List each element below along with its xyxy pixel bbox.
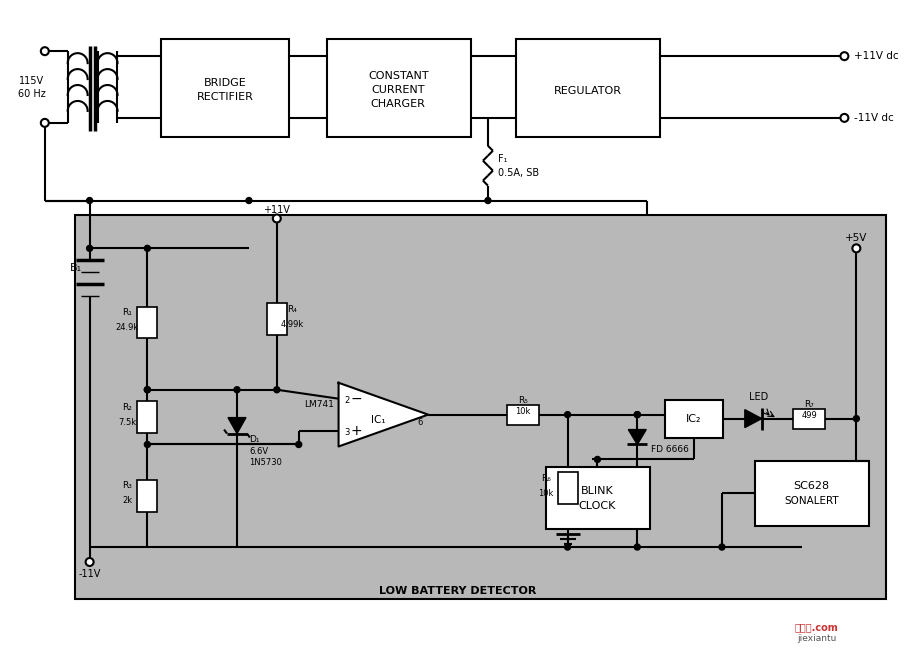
Circle shape: [595, 456, 600, 462]
Text: F₁: F₁: [498, 154, 508, 164]
Bar: [546, 467, 650, 529]
Circle shape: [841, 114, 848, 122]
Bar: [137, 480, 157, 512]
Text: 499: 499: [801, 411, 817, 420]
Circle shape: [853, 244, 861, 252]
Bar: [793, 409, 825, 428]
Circle shape: [41, 47, 49, 55]
Text: 7.5k: 7.5k: [118, 417, 136, 426]
Text: RECTIFIER: RECTIFIER: [197, 92, 253, 102]
Text: −: −: [350, 392, 362, 406]
Text: IC₂: IC₂: [686, 413, 702, 424]
Circle shape: [485, 198, 491, 203]
Text: 4.99k: 4.99k: [281, 319, 303, 329]
Text: 6: 6: [418, 418, 423, 427]
Circle shape: [144, 387, 151, 393]
Bar: [507, 405, 538, 424]
Circle shape: [41, 119, 49, 127]
Text: CLOCK: CLOCK: [578, 501, 617, 511]
Polygon shape: [228, 418, 246, 434]
Text: LM741: LM741: [303, 400, 333, 409]
Circle shape: [86, 198, 93, 203]
Text: 2k: 2k: [123, 496, 133, 505]
Circle shape: [144, 441, 151, 447]
Bar: [137, 306, 157, 338]
Bar: [516, 39, 660, 137]
Polygon shape: [745, 409, 762, 428]
Text: LOW BATTERY DETECTOR: LOW BATTERY DETECTOR: [380, 586, 537, 596]
Text: CURRENT: CURRENT: [371, 85, 425, 95]
Circle shape: [272, 215, 281, 222]
Text: +: +: [350, 424, 362, 437]
Text: R₇: R₇: [804, 400, 814, 409]
Text: 0.5A, SB: 0.5A, SB: [498, 168, 539, 177]
Circle shape: [635, 411, 640, 418]
Text: -11V dc: -11V dc: [854, 113, 894, 123]
Circle shape: [635, 411, 640, 418]
Circle shape: [274, 387, 280, 393]
Circle shape: [565, 411, 570, 418]
Text: R₆: R₆: [541, 474, 550, 483]
Text: 10k: 10k: [538, 489, 553, 497]
Text: CONSTANT: CONSTANT: [368, 71, 429, 81]
Text: 1N5730: 1N5730: [249, 458, 281, 467]
Circle shape: [565, 544, 570, 550]
Text: R₂: R₂: [123, 403, 133, 411]
Circle shape: [296, 441, 301, 447]
Text: +11V dc: +11V dc: [854, 51, 899, 61]
Circle shape: [144, 245, 151, 251]
Bar: [74, 215, 886, 599]
Polygon shape: [339, 383, 429, 447]
Circle shape: [234, 387, 240, 393]
Bar: [267, 303, 287, 335]
Text: CHARGER: CHARGER: [370, 99, 426, 109]
Text: +11V: +11V: [263, 205, 291, 216]
Bar: [666, 400, 723, 437]
Circle shape: [85, 558, 94, 566]
Bar: [327, 39, 471, 137]
Text: 3: 3: [344, 428, 350, 437]
Text: R₃: R₃: [123, 481, 133, 490]
Text: LED: LED: [749, 392, 768, 402]
Text: IC₁: IC₁: [371, 415, 386, 424]
Text: 24.9k: 24.9k: [116, 323, 139, 332]
Text: FD 6666: FD 6666: [651, 445, 689, 454]
Text: 60 Hz: 60 Hz: [18, 89, 45, 99]
Circle shape: [86, 245, 93, 251]
Text: B₁: B₁: [70, 263, 82, 273]
Text: R₁: R₁: [123, 308, 133, 317]
Circle shape: [246, 198, 252, 203]
Text: 10k: 10k: [515, 407, 530, 416]
Circle shape: [635, 544, 640, 550]
Text: jiexiantu: jiexiantu: [797, 634, 836, 643]
Bar: [137, 401, 157, 433]
Text: -11V: -11V: [78, 569, 101, 579]
Circle shape: [841, 52, 848, 60]
Text: +5V: +5V: [845, 233, 867, 243]
Text: 115V: 115V: [19, 76, 44, 86]
Text: R₄: R₄: [287, 304, 297, 314]
Text: BLINK: BLINK: [581, 486, 614, 496]
Bar: [162, 39, 289, 137]
Bar: [755, 462, 869, 526]
Text: SONALERT: SONALERT: [785, 496, 839, 506]
Text: 2: 2: [344, 396, 350, 405]
Bar: [558, 473, 577, 504]
Circle shape: [144, 387, 151, 393]
Text: D₁: D₁: [249, 435, 260, 444]
Polygon shape: [628, 430, 646, 445]
Text: 电路图.com: 电路图.com: [794, 622, 838, 632]
Text: BRIDGE: BRIDGE: [203, 78, 246, 88]
Circle shape: [719, 544, 725, 550]
Text: REGULATOR: REGULATOR: [554, 86, 621, 96]
Text: 6.6V: 6.6V: [249, 447, 268, 456]
Circle shape: [854, 415, 859, 422]
Text: SC628: SC628: [794, 481, 830, 492]
Text: R₅: R₅: [518, 396, 528, 405]
